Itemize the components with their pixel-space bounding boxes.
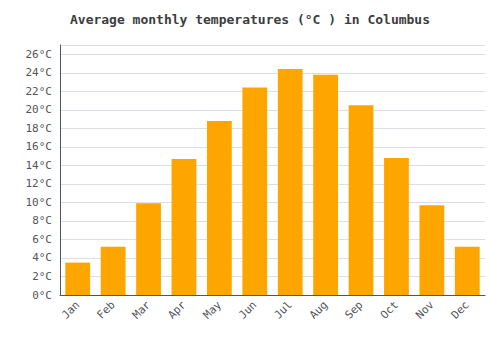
- svg-text:8°C: 8°C: [32, 214, 52, 227]
- svg-text:Average monthly temperatures (: Average monthly temperatures (°C ) in Co…: [70, 12, 430, 27]
- svg-text:May: May: [201, 298, 224, 321]
- svg-text:26°C: 26°C: [26, 48, 53, 61]
- svg-text:14°C: 14°C: [26, 159, 53, 172]
- svg-text:24°C: 24°C: [26, 66, 53, 79]
- svg-text:16°C: 16°C: [26, 140, 53, 153]
- svg-text:Jun: Jun: [236, 298, 259, 321]
- svg-text:Jan: Jan: [59, 298, 82, 321]
- svg-text:Aug: Aug: [307, 298, 330, 321]
- svg-text:Nov: Nov: [413, 298, 436, 321]
- svg-text:Oct: Oct: [378, 298, 401, 321]
- svg-text:Jul: Jul: [272, 298, 295, 321]
- svg-text:Apr: Apr: [165, 298, 188, 321]
- svg-text:6°C: 6°C: [32, 233, 52, 246]
- svg-text:10°C: 10°C: [26, 196, 53, 209]
- svg-text:22°C: 22°C: [26, 85, 53, 98]
- svg-text:2°C: 2°C: [32, 270, 52, 283]
- svg-text:4°C: 4°C: [32, 251, 52, 264]
- svg-text:Dec: Dec: [449, 298, 472, 321]
- svg-text:12°C: 12°C: [26, 177, 53, 190]
- svg-text:18°C: 18°C: [26, 122, 53, 135]
- svg-text:20°C: 20°C: [26, 103, 53, 116]
- svg-text:Feb: Feb: [94, 298, 117, 321]
- svg-text:Mar: Mar: [130, 298, 153, 321]
- svg-text:Sep: Sep: [342, 298, 365, 321]
- svg-text:0°C: 0°C: [32, 289, 52, 302]
